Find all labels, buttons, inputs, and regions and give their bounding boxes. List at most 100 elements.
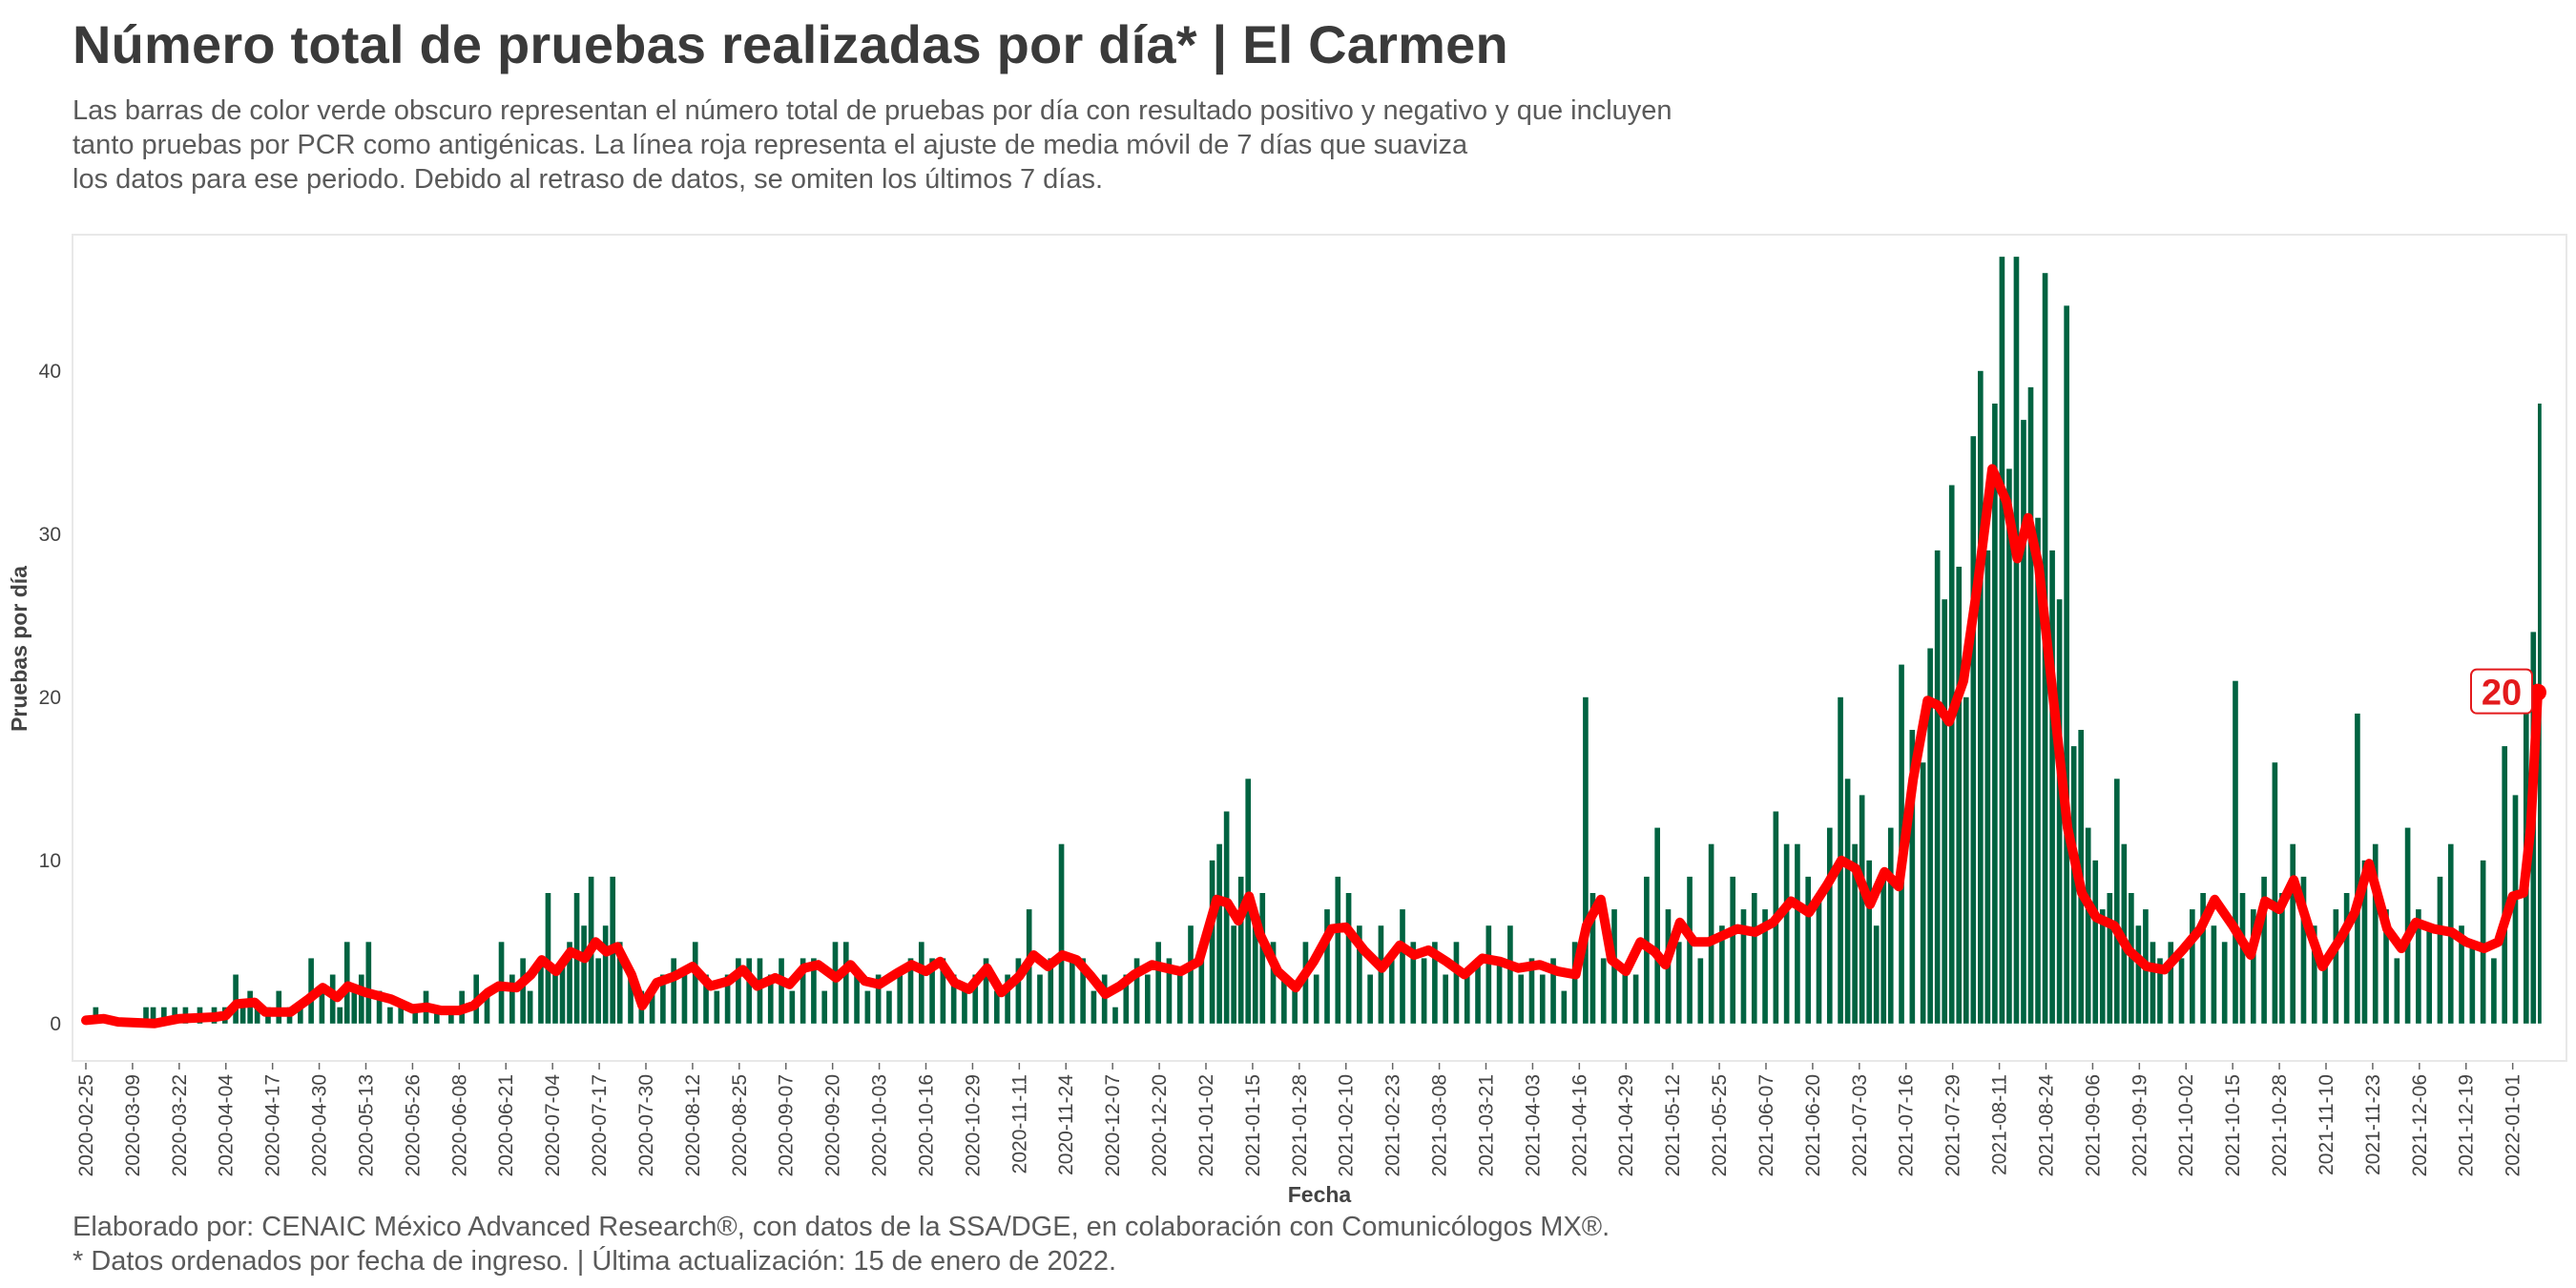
bar — [2049, 550, 2055, 1024]
bar — [2027, 386, 2034, 1024]
bar — [2107, 893, 2113, 1024]
bar — [1948, 485, 1955, 1024]
x-tick-label: 2021-11-23 — [2362, 1074, 2384, 1175]
bar — [1091, 990, 1097, 1024]
bar — [2469, 942, 2476, 1024]
bar — [1176, 974, 1183, 1024]
bar — [233, 974, 239, 1024]
bar — [559, 958, 566, 1024]
bar — [854, 974, 860, 1024]
bar — [1335, 876, 1341, 1024]
bar — [1367, 974, 1373, 1024]
x-axis: 2020-02-25 2020-03-09 2020-03-22 2020-04-04… — [75, 1063, 2524, 1176]
bar — [1583, 696, 1589, 1024]
bar — [527, 990, 533, 1024]
bar — [538, 958, 544, 1024]
bar — [1281, 974, 1287, 1024]
bar — [1005, 974, 1010, 1024]
subtitle-line: tanto pruebas por PCR como antigénicas. … — [73, 130, 1468, 160]
bar — [387, 1007, 393, 1024]
bar — [1410, 942, 1417, 1024]
x-tick-label: 2020-05-13 — [355, 1074, 377, 1176]
bar — [1357, 925, 1362, 1024]
bar — [2491, 958, 2497, 1024]
bar — [950, 974, 957, 1024]
bar — [545, 893, 551, 1024]
bar — [2233, 680, 2238, 1024]
bar — [254, 1007, 260, 1024]
bar — [276, 990, 282, 1024]
bar — [800, 958, 806, 1024]
x-tick-label: 2021-06-07 — [1755, 1074, 1777, 1176]
bar — [1223, 811, 1230, 1024]
x-tick-label: 2020-12-07 — [1102, 1074, 1124, 1176]
bar — [2404, 827, 2411, 1024]
bar — [1934, 550, 1941, 1024]
x-tick-label: 2020-07-04 — [542, 1074, 564, 1177]
bar — [365, 942, 372, 1024]
bar — [239, 1007, 246, 1024]
bar — [1166, 958, 1173, 1024]
bar — [2272, 762, 2278, 1024]
x-tick-label: 2020-05-26 — [402, 1074, 424, 1176]
bar — [2150, 942, 2156, 1024]
x-tick-label: 2021-10-28 — [2269, 1074, 2291, 1176]
bar — [1909, 730, 1916, 1024]
bar — [1345, 893, 1352, 1024]
bar — [1485, 925, 1492, 1024]
bar — [1216, 843, 1222, 1024]
bar — [2157, 958, 2163, 1024]
bar — [1783, 843, 1790, 1024]
x-tick-label: 2021-10-15 — [2222, 1074, 2244, 1176]
x-tick-label: 2020-11-11 — [1008, 1074, 1030, 1174]
moving-average-line — [81, 464, 2543, 1028]
bar — [1475, 958, 1481, 1024]
bar — [1622, 974, 1629, 1024]
y-axis: 0 10 20 30 40 — [39, 361, 61, 1035]
bar — [1600, 958, 1607, 1024]
bar — [757, 958, 763, 1024]
x-tick-label: 2021-08-11 — [1989, 1074, 2011, 1175]
bar — [2190, 909, 2195, 1024]
bar — [143, 1007, 149, 1024]
x-tick-label: 2021-09-19 — [2129, 1074, 2150, 1176]
bar — [2355, 713, 2360, 1024]
bar — [2099, 909, 2106, 1024]
bar — [2343, 893, 2350, 1024]
bar — [789, 990, 796, 1024]
bar — [2261, 876, 2267, 1024]
bar — [1518, 974, 1525, 1024]
bar — [1237, 876, 1244, 1024]
bar — [1324, 909, 1330, 1024]
bar — [1270, 942, 1277, 1024]
x-tick-label: 2021-05-12 — [1662, 1074, 1684, 1176]
bar — [581, 925, 587, 1024]
bar — [1654, 827, 1660, 1024]
bar — [2383, 909, 2389, 1024]
bar — [703, 974, 709, 1024]
plot-panel — [72, 234, 2567, 1062]
x-tick-label: 2021-11-10 — [2316, 1074, 2337, 1175]
bar — [907, 958, 914, 1024]
bar — [1844, 779, 1851, 1024]
bar — [2200, 893, 2206, 1024]
bar — [1155, 942, 1161, 1024]
bar — [2311, 925, 2317, 1024]
bar — [1101, 974, 1108, 1024]
x-tick-label: 2021-04-16 — [1568, 1074, 1590, 1176]
bar — [1992, 404, 1998, 1024]
bar — [1378, 925, 1384, 1024]
y-tick-label: 10 — [39, 850, 61, 872]
bar — [1123, 974, 1130, 1024]
bar — [595, 958, 601, 1024]
bar — [724, 974, 731, 1024]
bar — [811, 958, 817, 1024]
bar — [736, 958, 741, 1024]
x-tick-label: 2021-07-16 — [1896, 1074, 1918, 1176]
x-tick-label: 2020-07-30 — [635, 1074, 657, 1176]
caption-line: Elaborado por: CENAIC México Advanced Re… — [73, 1212, 1610, 1242]
bar — [1507, 925, 1513, 1024]
line-end-marker — [2529, 683, 2546, 701]
x-tick-label: 2021-06-20 — [1802, 1074, 1824, 1176]
x-tick-label: 2020-10-29 — [962, 1074, 984, 1176]
